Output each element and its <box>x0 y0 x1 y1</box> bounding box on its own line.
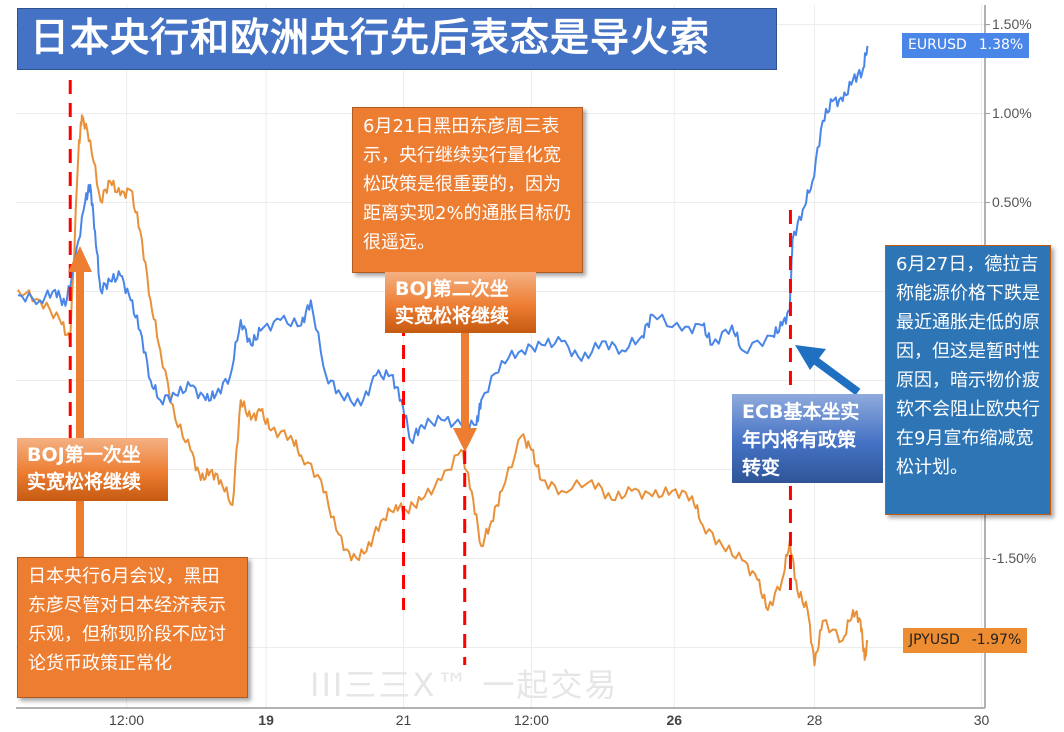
y-tick-label: 1.50% <box>992 15 1032 32</box>
boj-second-arrow-head <box>453 428 477 452</box>
series-lines <box>17 45 869 667</box>
eurusd-last-value: 1.38% <box>978 37 1024 53</box>
page-title: 日本央行和欧洲央行先后表态是导火索 <box>17 8 777 70</box>
x-tick-label: 21 <box>395 712 412 728</box>
watermark-text: 一起交易 <box>482 666 619 704</box>
x-tick-label: 12:00 <box>109 712 145 728</box>
watermark-logo: III三三X™ <box>310 666 471 704</box>
x-tick-label: 30 <box>973 712 990 728</box>
boj-first-arrow-head <box>68 246 92 272</box>
jpyusd-legend-tag: JPYUSD -1.97% <box>903 628 1028 653</box>
x-tick-label: 12:00 <box>513 712 549 728</box>
watermark: III三三X™ 一起交易 <box>310 660 618 706</box>
boj-second-label: BOJ第二次坐实宽松将继续 <box>385 272 536 333</box>
eurusd-line <box>17 45 869 445</box>
y-tick-label: 1.00% <box>992 104 1032 121</box>
boj-first-label: BOJ第一次坐实宽松将继续 <box>17 438 168 501</box>
eurusd-name: EURUSD <box>908 37 967 53</box>
y-tick-label: -1.50% <box>992 549 1037 566</box>
jpyusd-name: JPYUSD <box>909 632 960 648</box>
ecb-arrow-head <box>795 345 826 370</box>
boj-second-arrow-shaft <box>461 332 469 432</box>
annotation-arrows <box>68 246 861 560</box>
draghi-june27-note: 6月27日，德拉吉称能源价格下跌是最近通胀走低的原因，但这是暂时性原因，暗示物价… <box>885 245 1051 515</box>
kuroda-june21-note: 6月21日黑田东彦周三表示，央行继续实行量化宽松政策是很重要的，因为距离实现2%… <box>352 107 583 273</box>
jpyusd-line <box>17 114 869 667</box>
y-tick-label: 0.50% <box>992 193 1032 210</box>
boj-first-arrow-shaft <box>76 268 84 560</box>
x-tick-label: 28 <box>806 712 823 728</box>
eurusd-legend-tag: EURUSD 1.38% <box>902 33 1030 58</box>
x-tick-label: 19 <box>258 712 274 728</box>
boj-meeting-note: 日本央行6月会议，黑田东彦尽管对日本经济表示乐观，但称现阶段不应讨论货币政策正常… <box>17 557 248 698</box>
jpyusd-last-value: -1.97% <box>971 632 1022 648</box>
ecb-label: ECB基本坐实年内将有政策转变 <box>732 394 883 483</box>
x-tick-label: 26 <box>666 712 683 728</box>
